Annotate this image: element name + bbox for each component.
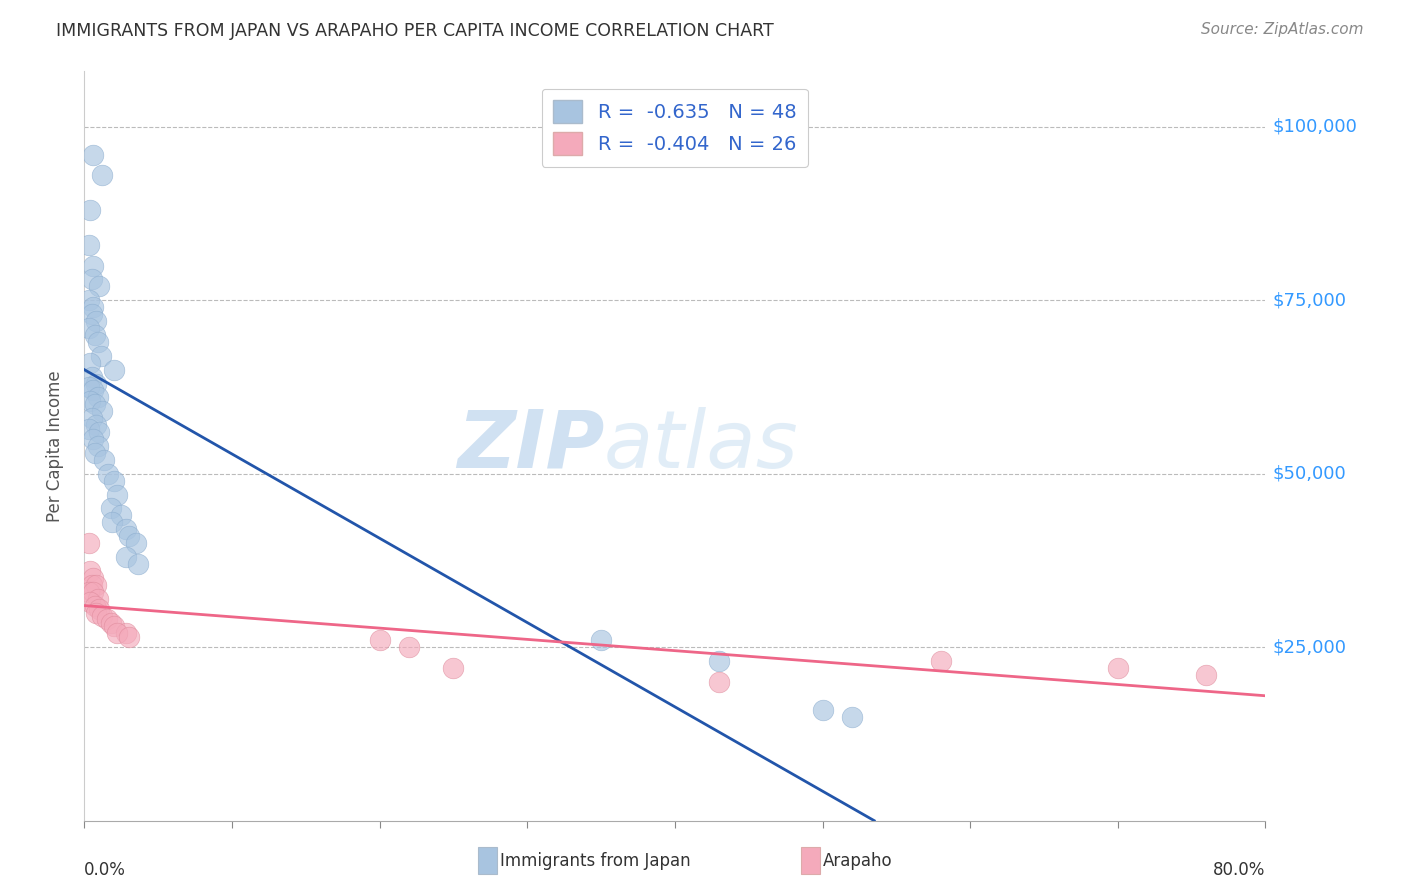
Point — [87, 602, 111, 616]
Point — [127, 557, 149, 571]
Point — [96, 612, 118, 626]
Text: $100,000: $100,000 — [1272, 118, 1357, 136]
Point — [77, 293, 100, 308]
Point — [114, 522, 136, 536]
Point — [80, 578, 103, 592]
Point — [83, 397, 105, 411]
Point — [79, 595, 101, 609]
Point — [84, 376, 107, 391]
Text: Source: ZipAtlas.com: Source: ZipAtlas.com — [1201, 22, 1364, 37]
Point — [101, 516, 124, 530]
Text: $75,000: $75,000 — [1272, 292, 1347, 310]
Point — [79, 393, 101, 408]
Point — [591, 633, 613, 648]
Point — [77, 422, 100, 436]
Point — [441, 661, 464, 675]
Point — [80, 369, 103, 384]
Point — [82, 300, 104, 314]
Point — [114, 626, 136, 640]
Point — [82, 432, 104, 446]
Point — [110, 508, 132, 523]
Text: atlas: atlas — [605, 407, 799, 485]
Point — [84, 314, 107, 328]
Point — [91, 169, 114, 183]
Point — [82, 584, 104, 599]
Text: 80.0%: 80.0% — [1213, 861, 1265, 879]
Point — [84, 578, 107, 592]
Point — [80, 307, 103, 321]
Point — [103, 362, 125, 376]
Point — [709, 674, 731, 689]
Point — [398, 640, 420, 655]
Point — [841, 709, 863, 723]
Point — [368, 633, 391, 648]
Point — [86, 591, 108, 606]
Point — [105, 487, 128, 501]
Text: Immigrants from Japan: Immigrants from Japan — [499, 852, 690, 870]
Point — [91, 404, 114, 418]
Text: IMMIGRANTS FROM JAPAN VS ARAPAHO PER CAPITA INCOME CORRELATION CHART: IMMIGRANTS FROM JAPAN VS ARAPAHO PER CAP… — [56, 22, 773, 40]
Point — [100, 501, 122, 516]
Point — [79, 356, 101, 370]
Point — [103, 619, 125, 633]
Point — [83, 446, 105, 460]
Point — [105, 626, 128, 640]
Text: Arapaho: Arapaho — [823, 852, 893, 870]
Point — [93, 453, 115, 467]
Point — [83, 599, 105, 613]
Text: 0.0%: 0.0% — [84, 861, 127, 879]
Point — [77, 237, 100, 252]
Point — [709, 654, 731, 668]
Point — [97, 467, 120, 481]
Point — [80, 272, 103, 286]
Point — [87, 425, 111, 439]
Point — [118, 630, 141, 644]
Point — [77, 536, 100, 550]
Point — [86, 334, 108, 349]
Point — [103, 474, 125, 488]
Point — [1107, 661, 1129, 675]
Point — [118, 529, 141, 543]
Point — [79, 564, 101, 578]
Point — [84, 418, 107, 433]
Point — [929, 654, 952, 668]
Point — [91, 609, 114, 624]
Point — [77, 380, 100, 394]
Point — [82, 384, 104, 398]
Legend: R =  -0.635   N = 48, R =  -0.404   N = 26: R = -0.635 N = 48, R = -0.404 N = 26 — [541, 88, 808, 167]
Point — [82, 147, 104, 161]
Point — [80, 411, 103, 425]
Point — [82, 259, 104, 273]
Point — [114, 549, 136, 564]
Point — [90, 349, 112, 363]
Point — [77, 321, 100, 335]
Point — [87, 279, 111, 293]
Text: $50,000: $50,000 — [1272, 465, 1346, 483]
Point — [84, 606, 107, 620]
Point — [86, 391, 108, 405]
Point — [77, 584, 100, 599]
Point — [79, 203, 101, 218]
Point — [125, 536, 148, 550]
Point — [100, 615, 122, 630]
Point — [811, 703, 834, 717]
Text: $25,000: $25,000 — [1272, 638, 1347, 657]
Point — [86, 439, 108, 453]
Point — [82, 571, 104, 585]
Y-axis label: Per Capita Income: Per Capita Income — [45, 370, 63, 522]
Point — [1195, 668, 1218, 682]
Text: ZIP: ZIP — [457, 407, 605, 485]
Point — [83, 328, 105, 343]
